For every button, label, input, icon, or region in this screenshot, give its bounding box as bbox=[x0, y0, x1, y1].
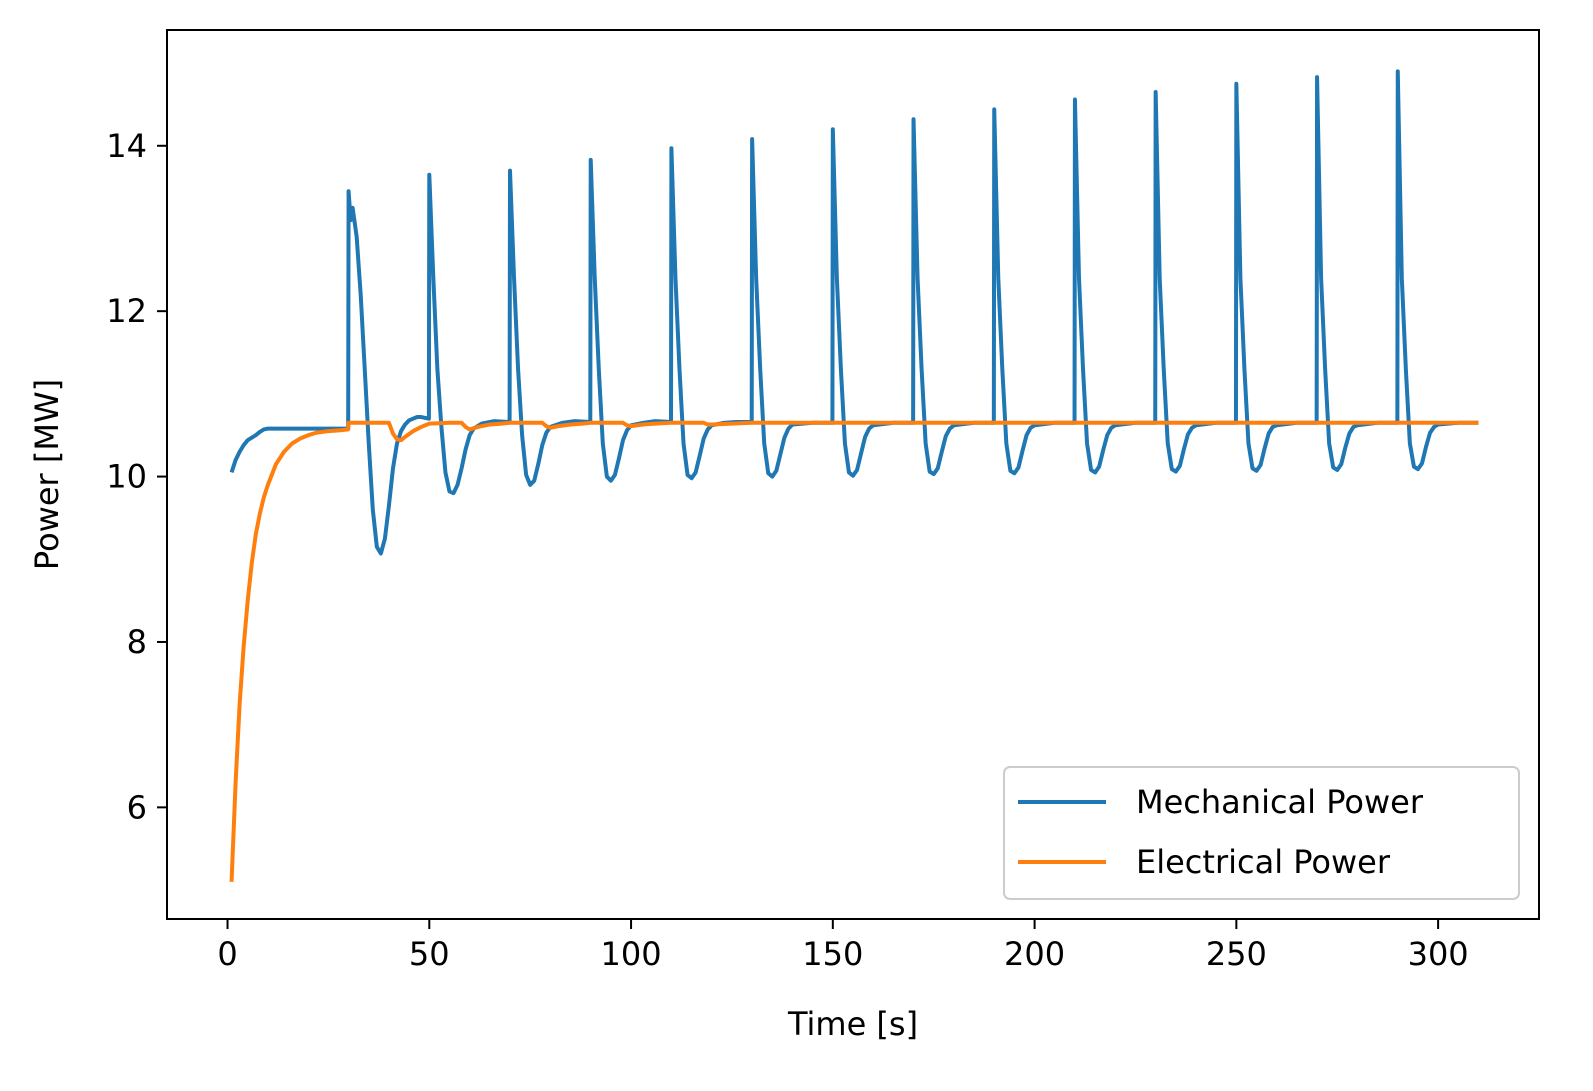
x-tick-label: 0 bbox=[217, 935, 237, 973]
y-tick-label: 12 bbox=[106, 292, 147, 330]
y-axis: 6 8 10 12 14 bbox=[106, 127, 167, 826]
x-axis: 0 50 100 150 200 250 300 bbox=[217, 919, 1469, 973]
axes-frame bbox=[166, 29, 1540, 920]
x-tick-label: 200 bbox=[1004, 935, 1065, 973]
x-tick-label: 150 bbox=[802, 935, 863, 973]
series-line-electrical-power bbox=[229, 420, 1479, 882]
legend-label: Electrical Power bbox=[1136, 843, 1391, 881]
series-layer bbox=[229, 69, 1479, 882]
series-line-mechanical-power bbox=[229, 69, 1479, 556]
x-tick-label: 50 bbox=[409, 935, 450, 973]
y-tick-label: 8 bbox=[127, 623, 147, 661]
y-axis-label: Power [MW] bbox=[28, 379, 66, 570]
x-tick-label: 300 bbox=[1408, 935, 1469, 973]
y-tick-label: 6 bbox=[127, 788, 147, 826]
x-tick-label: 100 bbox=[601, 935, 662, 973]
legend-label: Mechanical Power bbox=[1136, 783, 1424, 821]
legend: Mechanical Power Electrical Power bbox=[1003, 766, 1520, 900]
y-tick-label: 14 bbox=[106, 127, 147, 165]
x-tick-label: 250 bbox=[1206, 935, 1267, 973]
x-axis-label: Time [s] bbox=[787, 1005, 918, 1043]
y-tick-label: 10 bbox=[106, 458, 147, 496]
legend-box bbox=[1003, 766, 1520, 900]
